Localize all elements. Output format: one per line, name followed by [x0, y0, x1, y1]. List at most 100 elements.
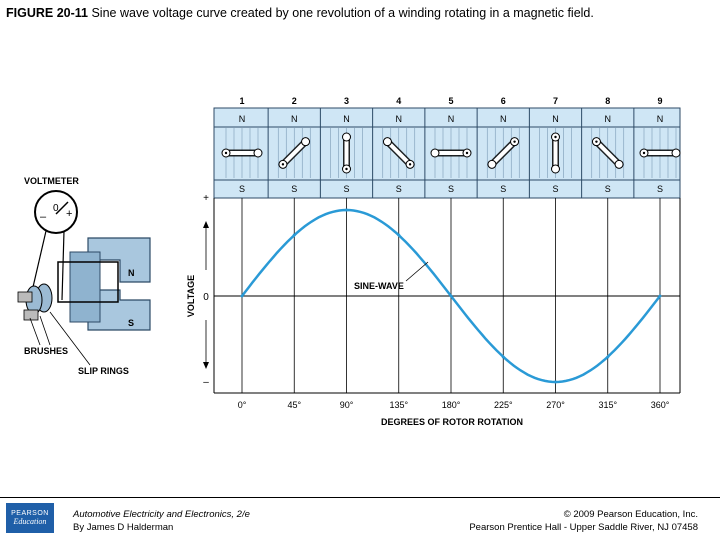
north-pole-label: N — [605, 114, 612, 124]
x-tick-label: 0° — [238, 400, 247, 410]
south-pole-label: S — [291, 184, 297, 194]
conductor-dot-icon — [595, 140, 598, 143]
data-point — [292, 233, 296, 237]
south-pole-label: S — [657, 184, 663, 194]
meter-needle — [55, 201, 69, 215]
figure-number: FIGURE 20-11 — [6, 6, 88, 20]
rotor-loop-inner — [489, 139, 517, 167]
book-credit: Automotive Electricity and Electronics, … — [73, 508, 250, 534]
conductor-icon — [614, 159, 624, 169]
south-pole-label: S — [500, 184, 506, 194]
x-axis-label: DEGREES OF ROTOR ROTATION — [381, 417, 523, 427]
x-tick-label: 360° — [651, 400, 670, 410]
south-pole-label: S — [552, 184, 558, 194]
conductor-dot-icon — [642, 151, 646, 155]
conductor-icon — [342, 132, 351, 142]
conductor-dot-icon — [281, 163, 285, 166]
meter-zero: 0 — [53, 203, 59, 214]
voltmeter-label: VOLTMETER — [24, 176, 79, 186]
x-tick-label: 180° — [442, 400, 461, 410]
south-pole-label: S — [605, 184, 611, 194]
conductor-dot-icon — [513, 140, 516, 143]
data-point — [449, 294, 453, 298]
caption-text: Sine wave voltage curve created by one r… — [91, 6, 594, 20]
meter-plus: + — [66, 208, 72, 220]
y-axis-label: VOLTAGE — [186, 275, 196, 317]
logo-bottom: Education — [13, 517, 47, 526]
sine-wave-chart: VOLTAGE +0 – 0° 45° 90° 135° 180° 225° 270° 315° 36… — [186, 193, 681, 427]
generator-north: N — [128, 268, 135, 278]
conductor-dot-icon — [345, 167, 348, 171]
footer-divider — [0, 497, 720, 498]
conductor-icon — [430, 148, 440, 158]
conductor-icon — [301, 137, 311, 147]
x-tick-label: 270° — [546, 400, 565, 410]
data-point — [554, 380, 557, 384]
position-number: 6 — [501, 96, 506, 106]
rotor-loop-icon — [57, 261, 119, 303]
conductor-dot-icon — [554, 135, 557, 139]
sine-wave-label: SINE-WAVE — [354, 281, 404, 291]
rotor-loop-inner — [385, 139, 413, 167]
data-point — [501, 355, 505, 359]
figure-caption: FIGURE 20-11 Sine wave voltage curve cre… — [6, 6, 716, 21]
position-number: 4 — [396, 96, 401, 106]
x-tick-label: 135° — [389, 400, 408, 410]
rotation-position-strip: 1 N S 2 N S 3 N S 4 N S 5 N S 6 N S 7 N S 8 N S 9 N S — [213, 96, 681, 199]
generator-illustration: VOLTMETER 0 – + N S BRUSHES SLIP RINGS — [17, 176, 151, 376]
publisher: Pearson Prentice Hall - Upper Saddle Riv… — [469, 522, 698, 533]
generator-south: S — [128, 318, 134, 328]
brushes-label: BRUSHES — [24, 346, 68, 356]
copyright: © 2009 Pearson Education, Inc. — [563, 509, 698, 520]
y-arrow-down-head — [203, 362, 209, 369]
north-pole-label: N — [448, 114, 455, 124]
data-point — [240, 294, 244, 298]
brush-icon — [17, 291, 33, 303]
publisher-credit: © 2009 Pearson Education, Inc. Pearson P… — [469, 508, 698, 534]
voltmeter-icon — [34, 190, 78, 234]
sine-wave-leader — [405, 261, 429, 282]
y-tick-zero: 0 — [203, 292, 209, 303]
north-pole-label: N — [396, 114, 403, 124]
brush-icon — [23, 309, 39, 321]
north-pole-label: N — [552, 114, 559, 124]
conductor-icon — [671, 148, 681, 158]
y-arrow-up-head — [203, 221, 209, 228]
position-number: 7 — [553, 96, 558, 106]
south-pole-label: S — [396, 184, 402, 194]
x-tick-label: 315° — [598, 400, 617, 410]
north-pole-label: N — [343, 114, 350, 124]
rotor-loop-inner — [594, 139, 622, 167]
y-tick-plus: + — [203, 193, 209, 204]
south-pole-label: S — [448, 184, 454, 194]
data-point — [606, 355, 610, 359]
conductor-icon — [487, 159, 497, 169]
x-tick-label: 45° — [287, 400, 301, 410]
conductor-icon — [382, 137, 392, 147]
south-pole-label: S — [239, 184, 245, 194]
pearson-logo: PEARSON Education — [6, 503, 54, 533]
meter-minus: – — [40, 211, 47, 223]
x-tick-label: 225° — [494, 400, 513, 410]
slip-rings-label: SLIP RINGS — [78, 366, 129, 376]
book-title: Automotive Electricity and Electronics, … — [73, 509, 250, 520]
north-pole-label: N — [500, 114, 507, 124]
data-point — [397, 233, 401, 237]
data-point — [658, 294, 662, 298]
position-number: 9 — [657, 96, 662, 106]
south-pole-label: S — [343, 184, 349, 194]
y-tick-minus: – — [203, 377, 209, 388]
north-pole-label: N — [239, 114, 246, 124]
position-number: 1 — [239, 96, 244, 106]
x-tick-label: 90° — [340, 400, 354, 410]
conductor-dot-icon — [408, 163, 412, 166]
conductor-dot-icon — [224, 151, 228, 155]
position-number: 8 — [605, 96, 610, 106]
magnet-south-icon — [87, 289, 151, 331]
sine-wave-figure: VOLTMETER 0 – + N S BRUSHES SLIP RINGS 1… — [17, 96, 681, 427]
position-number: 5 — [448, 96, 453, 106]
north-pole-label: N — [657, 114, 664, 124]
logo-top: PEARSON — [11, 510, 49, 517]
rotor-loop-inner — [280, 139, 308, 167]
position-number: 2 — [292, 96, 297, 106]
